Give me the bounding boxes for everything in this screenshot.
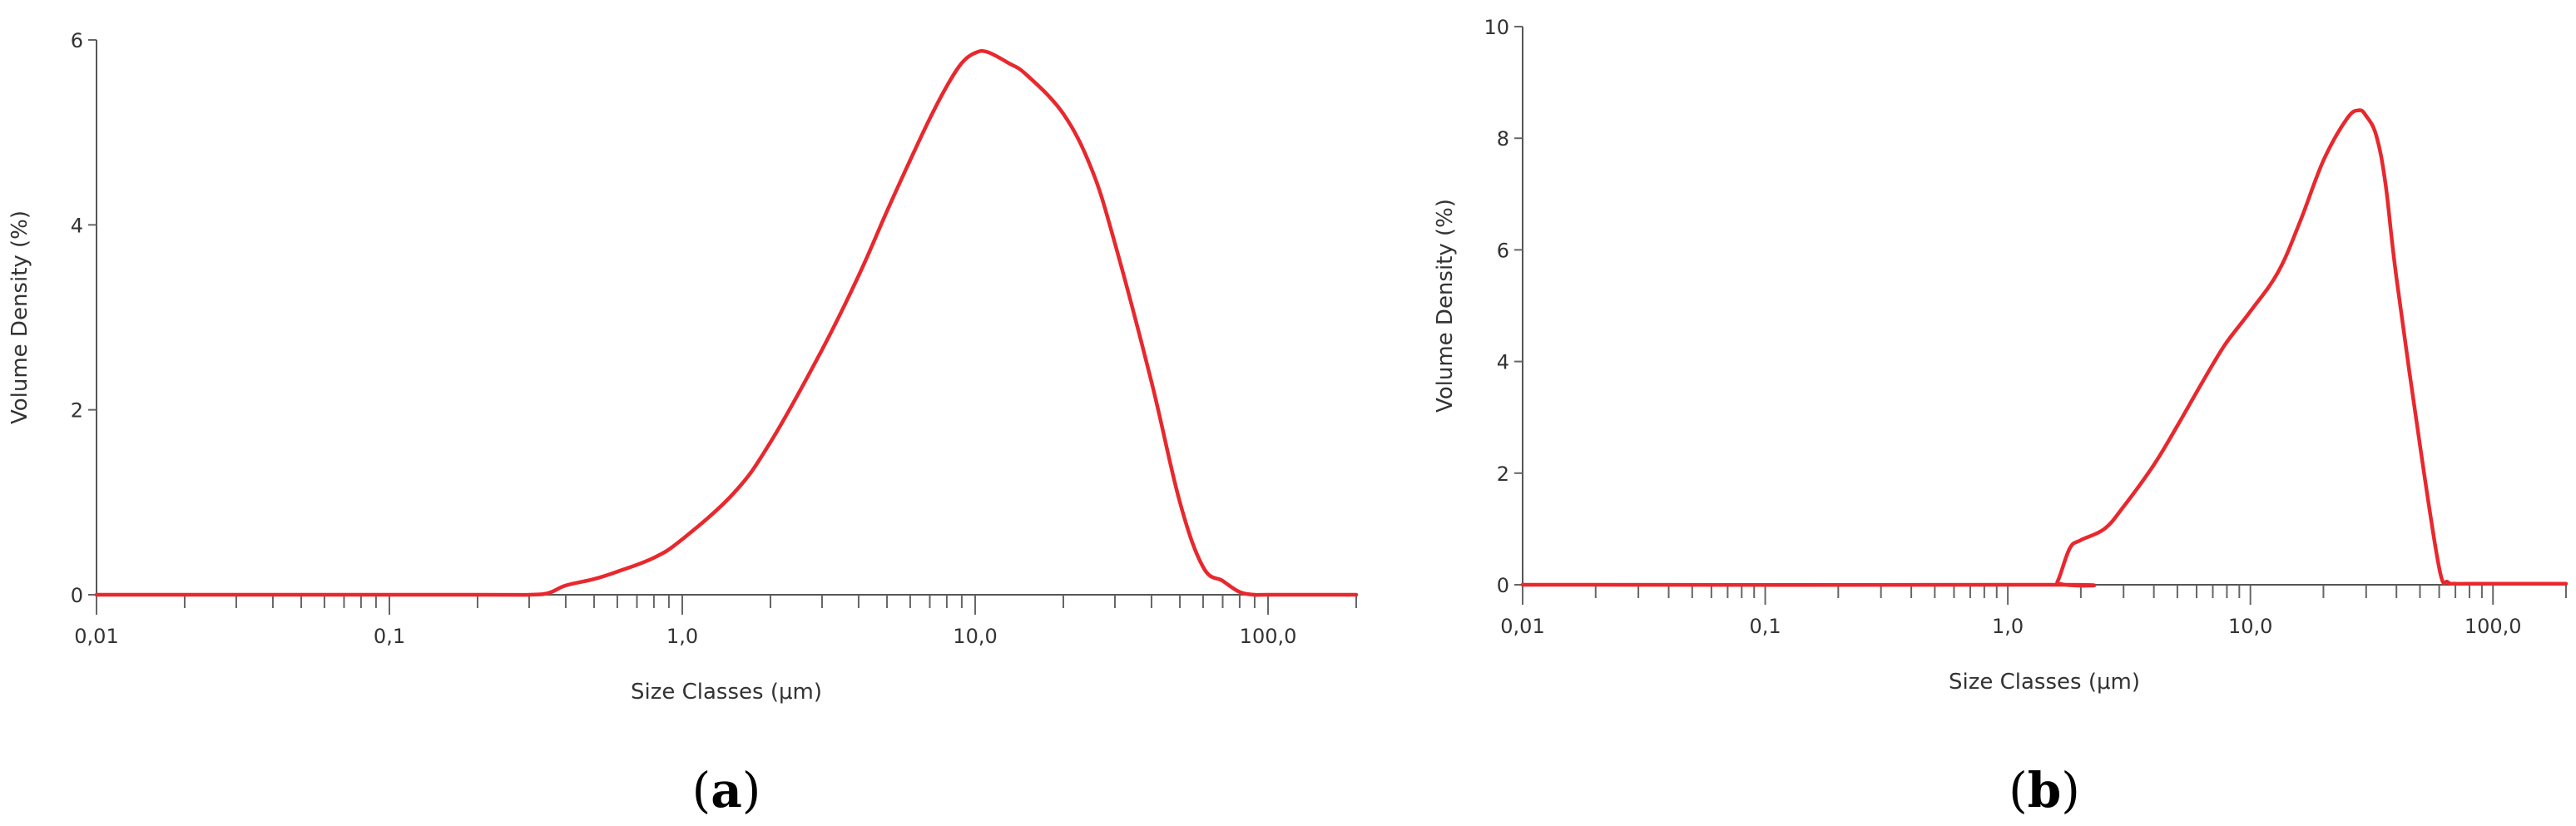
y-tick-label: 0 (1497, 574, 1509, 597)
y-tick-label: 4 (71, 214, 83, 237)
y-tick-label: 6 (1497, 239, 1509, 262)
x-tick-label: 0,1 (1749, 615, 1781, 638)
x-tick-label: 0,1 (374, 625, 405, 648)
x-tick-label: 0,01 (74, 625, 118, 648)
x-tick-label: 1,0 (666, 625, 698, 648)
chart-a: 0 2 4 6 0,01 0,1 1,0 10,0 100,0 Size Classes (μm)… (7, 29, 1359, 819)
x-tick-label: 1,0 (1992, 615, 2024, 638)
series-line (94, 49, 1359, 597)
y-tick-label: 2 (71, 399, 83, 423)
series-line (1520, 108, 2569, 588)
x-tick-label: 10,0 (2228, 615, 2272, 638)
x-tick-label: 0,01 (1500, 615, 1544, 638)
y-tick-label: 4 (1497, 351, 1509, 374)
y-tick-label: 8 (1497, 127, 1509, 151)
y-axis-title: Volume Density (%) (1433, 199, 1458, 413)
y-tick-label: 2 (1497, 462, 1509, 486)
y-tick-label: 10 (1484, 16, 1509, 39)
x-tick-label: 10,0 (953, 625, 997, 648)
x-tick-label: 100,0 (1240, 625, 1297, 648)
panel-label: (b) (2009, 762, 2080, 819)
x-axis-title: Size Classes (μm) (631, 680, 822, 705)
panel-label: (a) (692, 762, 761, 819)
x-tick-label: 100,0 (2465, 615, 2522, 638)
y-tick-label: 6 (71, 29, 83, 52)
y-axis-title: Volume Density (%) (7, 210, 32, 424)
chart-b: 0 2 4 6 8 10 0,01 0,1 1,0 10,0 100,0 Size Classes (… (1433, 16, 2569, 819)
x-axis-title: Size Classes (μm) (1949, 670, 2140, 695)
y-tick-label: 0 (71, 584, 83, 607)
